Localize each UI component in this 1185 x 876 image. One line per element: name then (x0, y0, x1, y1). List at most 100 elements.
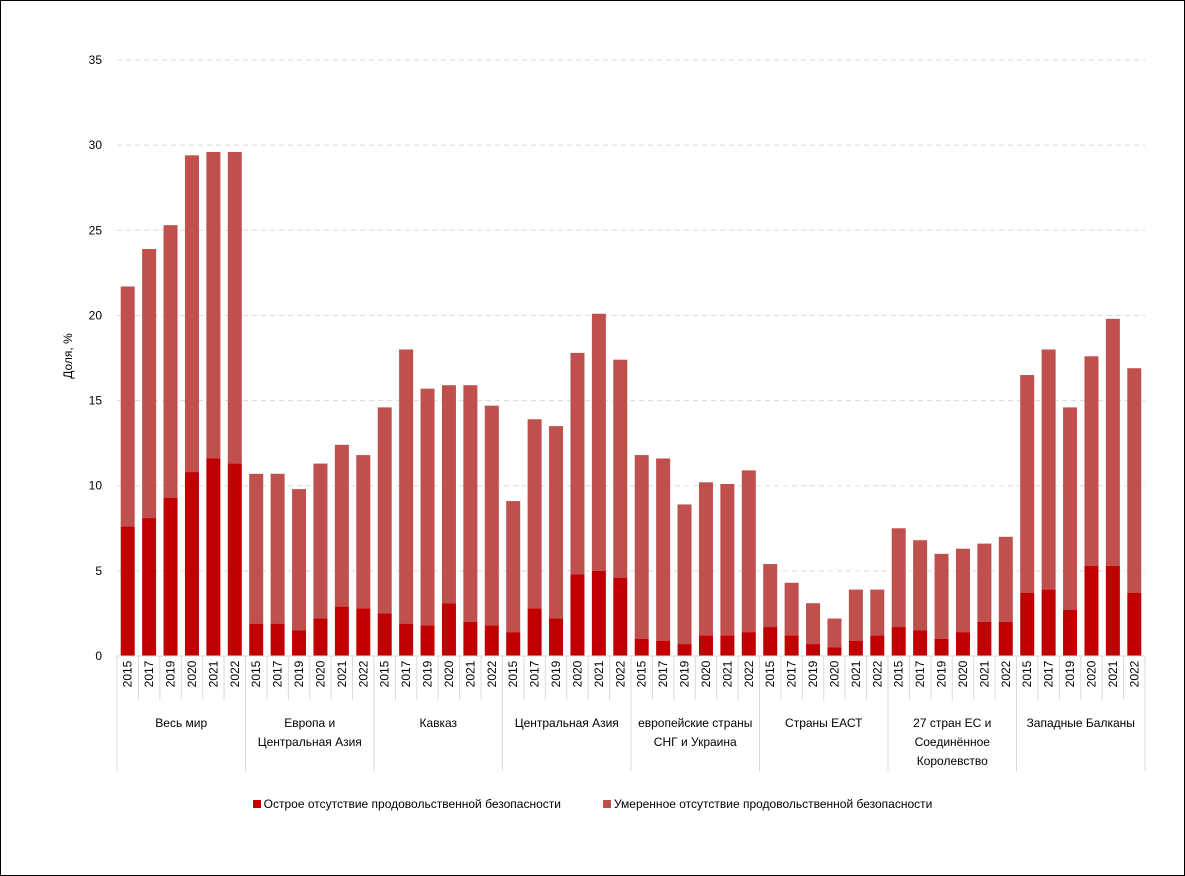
bar-severe (399, 623, 414, 656)
bar-severe (484, 625, 499, 656)
y-tick-label: 5 (95, 564, 102, 578)
bar-moderate (399, 349, 414, 624)
bar-moderate (334, 444, 349, 607)
x-year-label: 2021 (206, 660, 220, 687)
legend-swatch-severe (252, 800, 261, 808)
bar-severe (420, 625, 435, 656)
bar-severe (1041, 589, 1056, 656)
bar-moderate (506, 501, 521, 633)
y-tick-label: 10 (89, 479, 103, 493)
x-year-label: 2017 (785, 660, 799, 687)
x-group-label: Королевство (917, 754, 988, 768)
bar-moderate (677, 504, 692, 645)
bar-severe (977, 621, 992, 656)
x-year-label: 2022 (1127, 660, 1141, 687)
x-year-label: 2020 (185, 660, 199, 687)
bar-severe (1127, 592, 1142, 656)
bar-moderate (120, 286, 135, 527)
bar-moderate (720, 484, 735, 636)
bar-moderate (441, 385, 456, 604)
bar-severe (1020, 592, 1035, 656)
x-year-label: 2015 (635, 660, 649, 687)
bar-severe (506, 632, 521, 656)
x-year-label: 2015 (506, 660, 520, 687)
bar-severe (955, 632, 970, 656)
legend-label-moderate: Умеренное отсутствие продовольственной б… (613, 797, 933, 811)
x-group-label: Весь мир (155, 716, 207, 730)
x-year-label: 2022 (742, 660, 756, 687)
gridlines (117, 59, 1145, 572)
bar-moderate (913, 540, 928, 631)
bar-moderate (1063, 407, 1078, 611)
x-year-label: 2022 (485, 660, 499, 687)
x-group-label: 27 стран ЕС и (913, 716, 991, 730)
x-group-label: Европа и (284, 716, 335, 730)
bar-severe (227, 463, 242, 656)
x-year-label: 2019 (678, 660, 692, 687)
bar-severe (313, 618, 328, 656)
bar-severe (1084, 565, 1099, 656)
x-year-label: 2022 (870, 660, 884, 687)
bars (120, 151, 1142, 656)
bar-moderate (1105, 318, 1120, 566)
x-group-label: СНГ и Украина (654, 735, 737, 749)
x-group-label: Центральная Азия (515, 716, 619, 730)
bar-severe (142, 518, 157, 656)
x-year-label: 2020 (570, 660, 584, 687)
x-year-label: 2022 (228, 660, 242, 687)
x-year-label: 2020 (442, 660, 456, 687)
bar-severe (891, 627, 906, 656)
y-tick-label: 0 (95, 649, 102, 663)
bar-moderate (741, 470, 756, 633)
bar-moderate (955, 548, 970, 633)
bar-moderate (977, 543, 992, 622)
bar-moderate (784, 582, 799, 636)
y-tick-label: 20 (89, 308, 103, 322)
x-year-label: 2020 (313, 660, 327, 687)
bar-severe (356, 608, 371, 656)
x-year-label: 2017 (528, 660, 542, 687)
x-year-label: 2020 (956, 660, 970, 687)
bar-severe (656, 640, 671, 656)
x-year-label: 2017 (913, 660, 927, 687)
x-year-label: 2017 (142, 660, 156, 687)
bar-moderate (870, 589, 885, 636)
bar-moderate (891, 528, 906, 628)
bar-moderate (142, 249, 157, 519)
bar-moderate (227, 151, 242, 464)
x-year-label: 2021 (720, 660, 734, 687)
bar-severe (591, 570, 606, 656)
bar-severe (613, 577, 628, 656)
axes (116, 655, 1146, 771)
bar-moderate (377, 407, 392, 614)
x-year-label: 2017 (271, 660, 285, 687)
bar-moderate (484, 405, 499, 626)
bar-moderate (806, 603, 821, 645)
x-year-label: 2022 (613, 660, 627, 687)
bar-moderate (698, 482, 713, 636)
bar-severe (1105, 565, 1120, 656)
bar-severe (827, 647, 842, 656)
bar-moderate (420, 388, 435, 626)
x-year-label: 2019 (549, 660, 563, 687)
x-year-label: 2017 (1042, 660, 1056, 687)
x-year-label: 2021 (1106, 660, 1120, 687)
bar-moderate (998, 536, 1013, 622)
bar-moderate (163, 225, 178, 498)
legend-item-severe: Острое отсутствие продовольственной безо… (252, 794, 561, 814)
bar-severe (934, 638, 949, 656)
bar-severe (848, 640, 863, 656)
bar-moderate (463, 385, 478, 622)
bar-severe (120, 526, 135, 656)
x-year-label: 2021 (592, 660, 606, 687)
bar-severe (249, 623, 264, 656)
bar-moderate (848, 589, 863, 641)
bar-severe (441, 603, 456, 656)
x-year-label: 2020 (699, 660, 713, 687)
bar-moderate (292, 489, 307, 631)
bar-severe (806, 644, 821, 656)
bar-moderate (763, 564, 778, 628)
x-year-label: 2015 (249, 660, 263, 687)
bar-severe (527, 608, 542, 656)
x-year-label: 2022 (356, 660, 370, 687)
